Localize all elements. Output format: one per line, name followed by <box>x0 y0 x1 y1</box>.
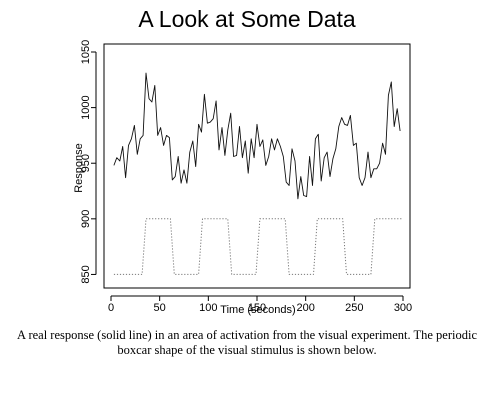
y-tick-label: 950 <box>80 154 92 172</box>
y-tick-label: 900 <box>80 210 92 228</box>
plot-frame <box>103 43 411 289</box>
y-tick-label: 850 <box>80 265 92 283</box>
x-axis-label: Time (seconds) <box>220 304 295 316</box>
y-axis-label: Response <box>73 143 85 193</box>
axes: 0 50 100 150 200 250 300 850 900 950 1000 1050 <box>80 40 412 314</box>
x-tick-label: 50 <box>154 302 166 314</box>
x-tick-label: 200 <box>296 302 314 314</box>
x-tick-label: 300 <box>394 302 412 314</box>
x-tick-label: 0 <box>108 302 114 314</box>
y-tick-label: 1000 <box>80 95 92 119</box>
response-line <box>113 72 401 200</box>
chart-title: A Look at Some Data <box>138 6 356 32</box>
line-chart: 0 50 100 150 200 250 300 850 900 950 1000 1050 Time… <box>73 40 412 316</box>
figure-caption: A real response (solid line) in an area … <box>16 328 478 357</box>
x-tick-label: 100 <box>199 302 217 314</box>
x-tick-label: 150 <box>248 302 266 314</box>
plot-area <box>113 72 403 275</box>
stimulus-boxcar-line <box>113 218 403 275</box>
x-tick-label: 250 <box>345 302 363 314</box>
y-tick-label: 1050 <box>80 40 92 64</box>
